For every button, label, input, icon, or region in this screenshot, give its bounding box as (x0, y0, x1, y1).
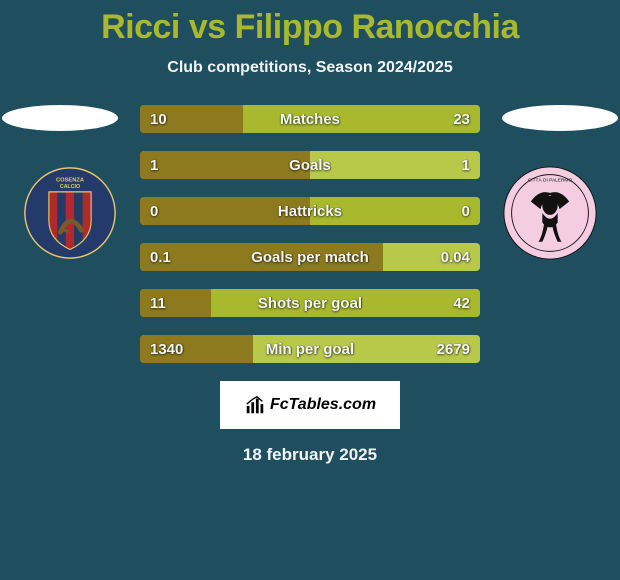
stat-label: Shots per goal (140, 289, 480, 317)
stat-row: 1023Matches (140, 105, 480, 133)
stat-row: 1142Shots per goal (140, 289, 480, 317)
player-right-name: Filippo Ranocchia (235, 8, 519, 46)
player-right-ellipse (502, 105, 618, 131)
cosenza-crest-icon: COSENZA CALCIO (22, 165, 118, 261)
comparison-date: 18 february 2025 (0, 445, 620, 465)
stat-label: Min per goal (140, 335, 480, 363)
stat-row: 11Goals (140, 151, 480, 179)
stat-row: 0.10.04Goals per match (140, 243, 480, 271)
svg-text:COSENZA: COSENZA (56, 177, 84, 183)
comparison-bars: 1023Matches 11Goals 00Hattricks 0.10.04Goal… (140, 105, 480, 363)
chart-icon (244, 394, 266, 416)
player-left-ellipse (2, 105, 118, 131)
stat-label: Goals per match (140, 243, 480, 271)
comparison-subtitle: Club competitions, Season 2024/2025 (0, 59, 620, 77)
stat-label: Hattricks (140, 197, 480, 225)
stat-row: 00Hattricks (140, 197, 480, 225)
comparison-title: Ricci vs Filippo Ranocchia (0, 0, 620, 47)
title-vs: vs (189, 8, 226, 46)
club-crest-left: COSENZA CALCIO (22, 165, 118, 261)
svg-text:CALCIO: CALCIO (60, 184, 80, 190)
stat-label: Matches (140, 105, 480, 133)
comparison-body: COSENZA CALCIO CITTÀ DI PALERMO (0, 105, 620, 465)
stat-row: 13402679Min per goal (140, 335, 480, 363)
brand-text: FcTables.com (270, 396, 376, 414)
brand-badge: FcTables.com (220, 381, 400, 429)
stat-label: Goals (140, 151, 480, 179)
club-crest-right: CITTÀ DI PALERMO (502, 165, 598, 261)
player-left-name: Ricci (101, 8, 180, 46)
palermo-crest-icon: CITTÀ DI PALERMO (502, 165, 598, 261)
